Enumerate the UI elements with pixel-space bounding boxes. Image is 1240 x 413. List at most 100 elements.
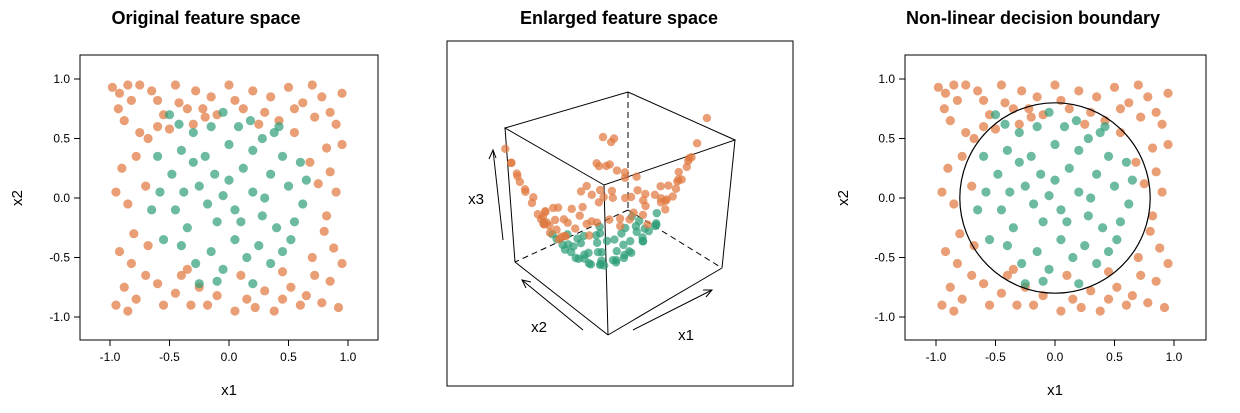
point-green: [580, 250, 589, 259]
point-orange: [979, 95, 989, 106]
point-orange: [1062, 270, 1072, 280]
panel-boundary-xticks: -1.0 -0.5 0.0 0.5 1.0: [926, 340, 1183, 364]
point-orange: [1145, 226, 1155, 236]
point-orange: [587, 217, 596, 226]
point-orange: [607, 186, 617, 196]
point-orange: [567, 204, 576, 214]
point-orange: [533, 210, 543, 219]
point-orange: [266, 92, 276, 102]
point-green: [1109, 181, 1120, 191]
point-green: [155, 187, 165, 197]
point-orange: [692, 139, 702, 148]
x-tick-label: 1.0: [1166, 350, 1183, 364]
point-green: [1044, 107, 1054, 117]
point-orange: [512, 169, 522, 178]
point-green: [617, 229, 626, 238]
point-green: [652, 208, 661, 218]
panel-boundary-title: Non-linear decision boundary: [906, 8, 1160, 28]
point-green: [592, 238, 602, 247]
point-green: [1103, 151, 1114, 161]
point-green: [191, 258, 201, 269]
point-orange: [114, 246, 125, 257]
point-orange: [1080, 119, 1090, 129]
point-green: [1064, 163, 1074, 173]
point-orange: [277, 267, 288, 277]
point-green: [1083, 133, 1093, 144]
point-green: [1038, 217, 1048, 227]
point-orange: [289, 127, 300, 138]
point-green: [1044, 264, 1054, 274]
point-orange: [949, 199, 959, 209]
point-orange: [943, 163, 953, 173]
point-orange: [143, 241, 153, 251]
point-green: [188, 157, 198, 167]
point-orange: [230, 95, 240, 106]
x3-arrow: [492, 149, 504, 241]
point-green: [1071, 116, 1082, 126]
point-green: [1044, 191, 1054, 201]
point-orange: [575, 211, 584, 220]
point-orange: [1151, 167, 1161, 177]
point-green: [301, 175, 311, 185]
point-orange: [520, 185, 530, 194]
point-orange: [582, 181, 591, 191]
point-green: [990, 110, 1001, 120]
point-orange: [242, 294, 252, 304]
point-green: [569, 242, 578, 251]
point-green: [626, 236, 635, 246]
x-tick-label: -1.0: [926, 350, 947, 364]
point-orange: [1121, 300, 1131, 310]
panel-original-yticks: -1.0 -0.5 0.0 0.5 1.0: [49, 72, 80, 324]
point-green: [981, 187, 991, 197]
point-orange: [585, 231, 594, 240]
point-orange: [1032, 92, 1042, 102]
point-orange: [1127, 290, 1137, 301]
y-tick-label: -1.0: [874, 310, 895, 324]
point-orange: [1068, 294, 1078, 304]
point-orange: [1056, 306, 1066, 316]
point-orange: [541, 207, 550, 217]
panel-enlarged: Enlarged feature space x3 x2 x1: [446, 8, 794, 387]
point-orange: [598, 132, 608, 142]
point-orange: [1115, 104, 1126, 114]
point-green: [218, 191, 228, 201]
point-green: [996, 205, 1007, 215]
point-orange: [578, 202, 587, 212]
point-green: [248, 279, 258, 289]
point-orange: [629, 208, 638, 217]
point-orange: [1008, 264, 1018, 274]
point-green: [298, 199, 308, 209]
panel-boundary-frame: [904, 54, 1207, 341]
point-orange: [317, 298, 327, 308]
point-orange: [638, 210, 648, 220]
point-orange: [945, 116, 955, 126]
point-orange: [625, 215, 634, 224]
x-tick-label: 0.0: [1047, 350, 1064, 364]
point-orange: [587, 190, 596, 200]
point-orange: [1012, 300, 1022, 310]
point-orange: [702, 113, 712, 123]
x-tick-label: 0.5: [280, 350, 297, 364]
point-green: [638, 237, 648, 246]
point-orange: [571, 224, 580, 233]
panel-enlarged-zlabel: x3: [468, 191, 484, 208]
point-orange: [1136, 112, 1146, 122]
point-orange: [135, 80, 145, 90]
point-orange: [961, 80, 971, 90]
point-orange: [612, 166, 622, 175]
panel-enlarged-title: Enlarged feature space: [520, 8, 718, 28]
point-green: [560, 245, 570, 254]
point-orange: [143, 133, 153, 144]
point-green: [277, 246, 288, 257]
point-green: [1074, 145, 1084, 155]
point-orange: [319, 226, 329, 236]
point-orange: [331, 187, 341, 197]
point-green: [230, 235, 240, 245]
point-orange: [643, 220, 652, 229]
point-orange: [198, 104, 208, 114]
point-orange: [1139, 179, 1149, 189]
point-green: [1017, 258, 1027, 269]
point-orange: [633, 186, 642, 195]
point-green: [1005, 187, 1015, 197]
point-green: [1000, 119, 1010, 129]
